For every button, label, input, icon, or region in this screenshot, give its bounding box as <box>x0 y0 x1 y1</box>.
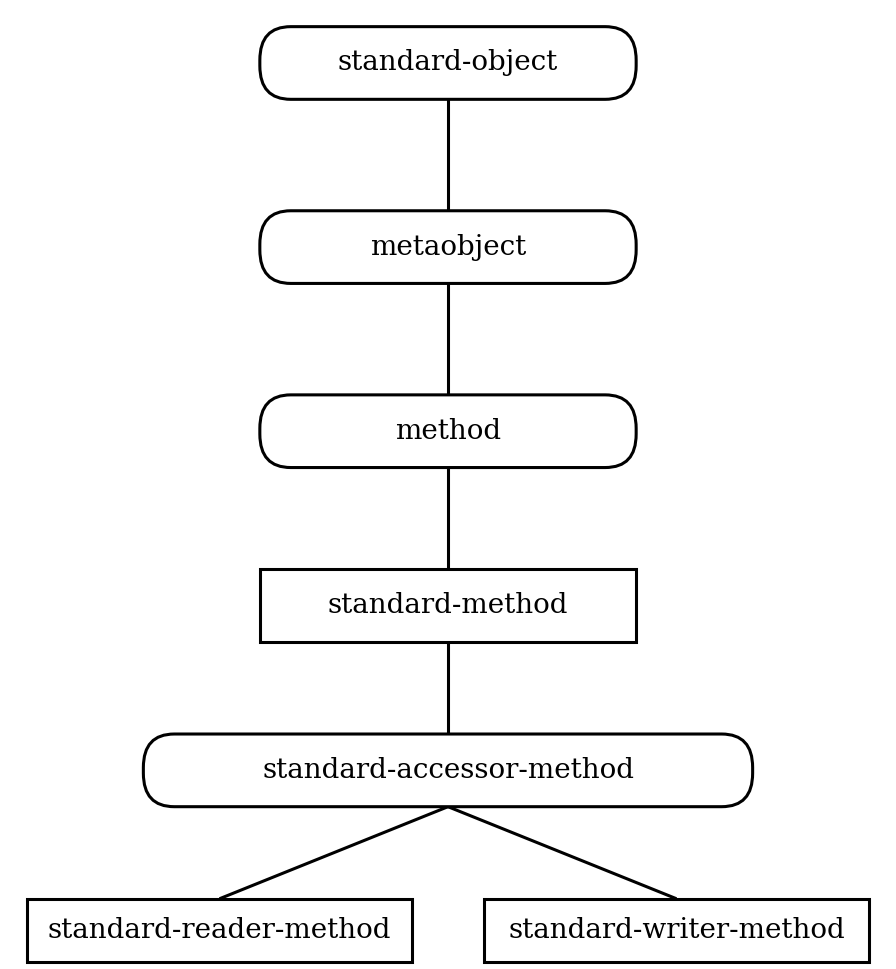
FancyBboxPatch shape <box>260 211 636 284</box>
Bar <box>484 899 869 961</box>
FancyBboxPatch shape <box>260 26 636 99</box>
FancyBboxPatch shape <box>260 395 636 467</box>
FancyBboxPatch shape <box>143 735 753 806</box>
Text: standard-reader-method: standard-reader-method <box>47 917 392 944</box>
Text: standard-method: standard-method <box>328 592 568 619</box>
Text: standard-object: standard-object <box>338 49 558 77</box>
Text: metaobject: metaobject <box>370 234 526 261</box>
Text: method: method <box>395 418 501 445</box>
Bar <box>27 899 412 961</box>
Text: standard-writer-method: standard-writer-method <box>508 917 845 944</box>
Text: standard-accessor-method: standard-accessor-method <box>262 757 634 784</box>
Bar <box>260 570 636 641</box>
